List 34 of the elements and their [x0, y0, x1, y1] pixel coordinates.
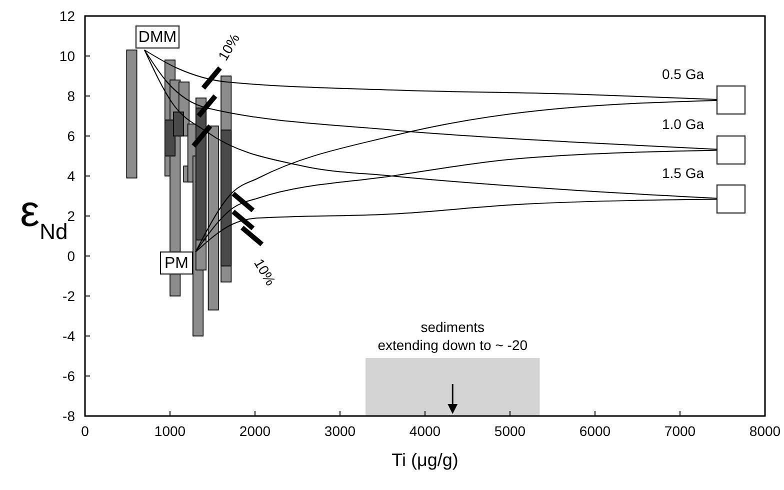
x-tick-label: 7000 — [664, 423, 696, 439]
x-tick-label: 2000 — [239, 423, 271, 439]
x-axis-title: Ti (μg/g) — [392, 450, 458, 470]
annotation: PM — [164, 255, 188, 272]
point — [716, 86, 746, 114]
y-tick-label: 6 — [67, 128, 76, 144]
y-tick-label: -6 — [62, 368, 76, 384]
y-tick-label: 12 — [59, 8, 76, 24]
x-tick-label: 3000 — [324, 423, 356, 439]
y-axis-title: ε$_{Nd}$ — [20, 187, 68, 244]
y-tick-label: 0 — [67, 248, 76, 264]
point — [192, 124, 212, 148]
x-tick-label: 0 — [81, 423, 90, 439]
x-tick-label: 1000 — [154, 423, 186, 439]
point — [716, 184, 746, 214]
point — [232, 192, 255, 212]
point — [232, 210, 255, 230]
x-tick-label: 8000 — [749, 423, 781, 439]
y-tick-label: 8 — [67, 88, 76, 104]
y-tick-label: -8 — [62, 408, 76, 424]
annotation: DMM — [138, 29, 177, 46]
x-tick-label: 6000 — [579, 423, 611, 439]
point — [716, 136, 746, 164]
y-tick-label: -4 — [62, 328, 76, 344]
annotation: 0.5 Ga — [662, 66, 704, 82]
y-tick-label: 10 — [59, 48, 76, 64]
annotation: sediments extending down to ~ -20 — [378, 319, 528, 353]
annotation: 1.0 Ga — [662, 116, 704, 132]
y-tick-label: 4 — [67, 168, 76, 184]
x-tick-label: 4000 — [409, 423, 441, 439]
y-tick-label: -2 — [62, 288, 76, 304]
y-tick-label: 2 — [67, 208, 76, 224]
annotation: 1.5 Ga — [662, 165, 704, 181]
x-tick-label: 5000 — [494, 423, 526, 439]
